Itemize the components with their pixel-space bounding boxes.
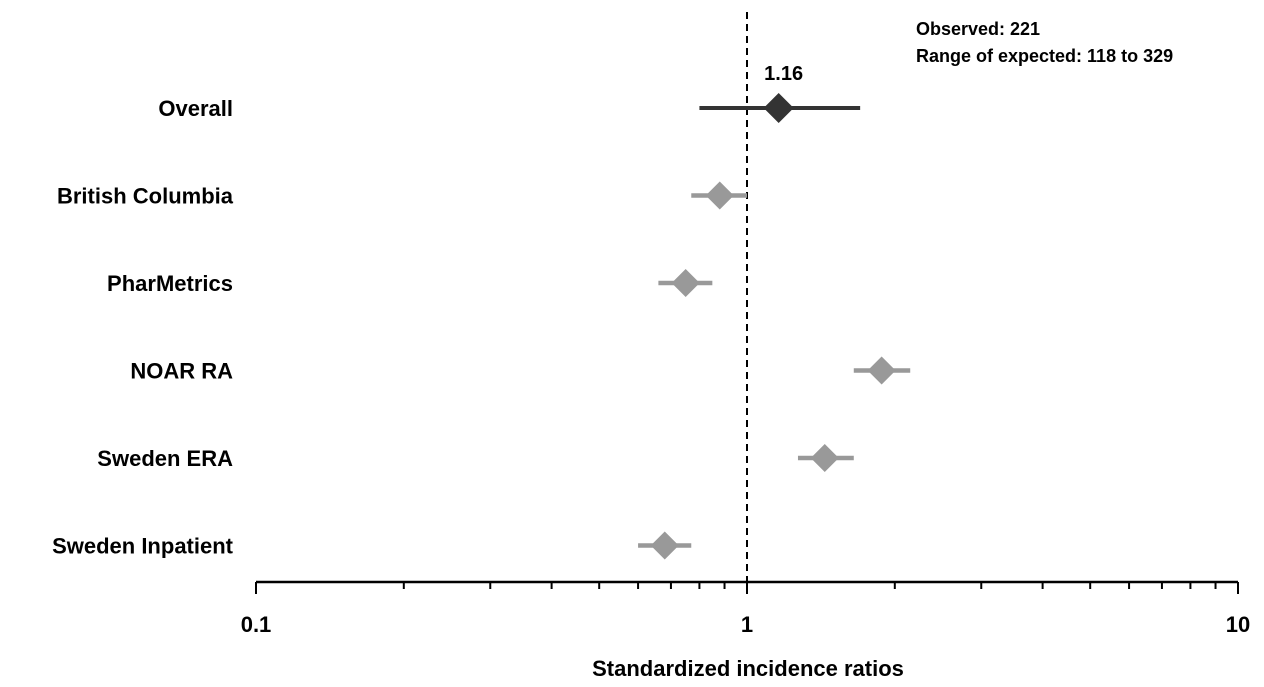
x-tick-label: 0.1 xyxy=(241,612,272,637)
marks-layer xyxy=(638,93,911,560)
row-label: PharMetrics xyxy=(107,271,233,296)
row-label: NOAR RA xyxy=(130,359,233,384)
row-label: Sweden ERA xyxy=(97,446,233,471)
overall-value-label: 1.16 xyxy=(764,63,803,85)
annotation-observed: Observed: 221 xyxy=(916,19,1040,39)
row-label: Overall xyxy=(158,96,233,121)
point-estimate-diamond xyxy=(650,531,679,560)
point-estimate-diamond xyxy=(763,93,794,123)
ticks-layer: 0.1 1 10 xyxy=(241,582,1250,637)
rows-layer: Overall British Columbia PharMetrics NOAR R… xyxy=(52,96,234,559)
point-estimate-diamond xyxy=(671,269,700,297)
row-label: British Columbia xyxy=(57,184,234,209)
x-tick-label: 10 xyxy=(1226,612,1250,637)
point-estimate-diamond xyxy=(705,181,734,210)
x-axis-title: Standardized incidence ratios xyxy=(592,656,904,681)
x-tick-label: 1 xyxy=(741,612,753,637)
row-label: Sweden Inpatient xyxy=(52,534,234,559)
annotation-expected-range: Range of expected: 118 to 329 xyxy=(916,46,1173,66)
point-estimate-diamond xyxy=(867,356,896,385)
point-estimate-diamond xyxy=(810,444,839,472)
